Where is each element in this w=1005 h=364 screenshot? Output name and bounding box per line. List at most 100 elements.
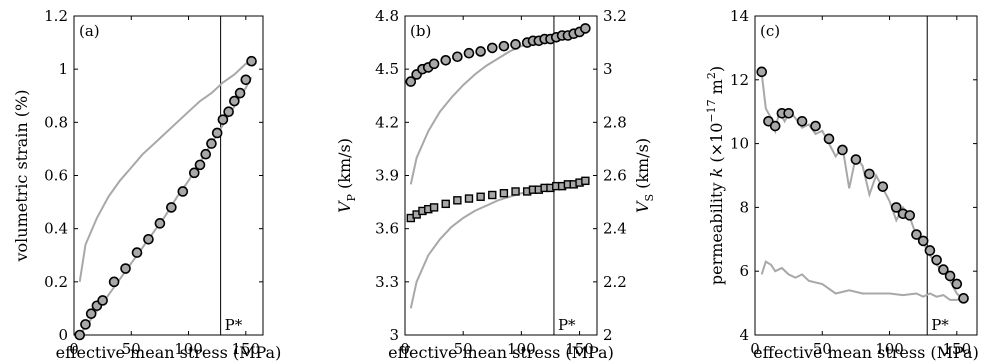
data-point-circle — [850, 154, 862, 165]
p-star-label: P* — [931, 316, 949, 334]
data-point-circle — [131, 247, 143, 258]
data-point-circle — [234, 87, 246, 99]
series-line — [760, 260, 964, 301]
data-point-circle — [120, 263, 131, 274]
panel-a: 0 50 100 150 0 0.2 0.4 0.6 0.8 1 1.2 P* (a) effective… — [12, 7, 281, 362]
y-axis-label: permeability k (×10−17 m2) — [705, 66, 726, 285]
data-point-circle — [211, 127, 223, 139]
data-point-circle — [246, 55, 257, 67]
axes-frame — [754, 15, 978, 336]
data-point-circle — [951, 278, 963, 290]
data-point-square — [499, 189, 509, 198]
y-tick-label: 3.3 — [375, 273, 399, 291]
series-line — [409, 183, 586, 309]
data-point-circle — [452, 51, 463, 63]
x-tick-label: 0 — [400, 340, 410, 358]
x-tick-label: 0 — [69, 340, 79, 358]
series-line — [409, 30, 586, 185]
panel-label: (a) — [79, 22, 100, 40]
data-point-circle — [74, 329, 86, 341]
data-point-circle — [890, 202, 902, 213]
data-point-circle — [924, 245, 936, 256]
data-point-circle — [143, 234, 154, 245]
data-point-circle — [206, 138, 217, 149]
y-right-tick-label: 3 — [603, 60, 613, 78]
data-point-square — [581, 176, 590, 186]
y-tick-label: 4.8 — [375, 7, 399, 25]
data-point-circle — [177, 186, 189, 197]
y-right-tick-label: 3.2 — [603, 7, 627, 25]
data-point-circle — [783, 107, 794, 119]
data-point-circle — [769, 120, 781, 132]
x-tick-label: 50 — [454, 340, 473, 358]
y-tick-label: 1.2 — [44, 7, 68, 25]
panel-b: 0 50 100 150 3 3.3 3.6 3.9 4.2 4.5 4.8 2 2.2 2.4 2.6 2.… — [335, 7, 656, 362]
y-tick-label: 4 — [739, 326, 749, 344]
data-point-circle — [756, 66, 768, 78]
y-tick-label: 3.6 — [375, 220, 399, 238]
data-point-circle — [823, 133, 835, 145]
data-point-circle — [405, 76, 417, 87]
x-tick-label: 100 — [507, 340, 536, 358]
data-point-circle — [944, 270, 956, 282]
data-point-circle — [911, 229, 922, 240]
data-point-square — [476, 192, 485, 201]
data-point-square — [441, 199, 450, 209]
panel-c: 0 50 100 150 4 6 8 10 12 14 P* (c) effective mean st… — [705, 7, 979, 362]
data-point-circle — [864, 168, 875, 180]
series-line — [78, 62, 252, 282]
data-point-circle — [166, 202, 177, 213]
y-tick-label: 3 — [389, 326, 399, 344]
y-right-tick-label: 2.4 — [603, 220, 627, 238]
data-point-circle — [498, 40, 510, 52]
y-tick-label: 10 — [730, 135, 749, 153]
data-point-square — [453, 196, 462, 205]
y-tick-label: 0 — [58, 326, 68, 344]
data-point-circle — [580, 23, 591, 34]
data-point-square — [488, 190, 497, 200]
data-point-circle — [240, 74, 252, 86]
y-axis-label: VP (km/s) — [335, 138, 358, 213]
data-point-circle — [154, 218, 166, 229]
panel-label: (c) — [760, 22, 780, 40]
data-point-circle — [440, 55, 452, 66]
x-tick-label: 100 — [174, 340, 203, 358]
x-axis-label: effective mean stress (MPa) — [56, 343, 282, 362]
x-tick-label: 50 — [122, 340, 141, 358]
y-tick-label: 0.4 — [44, 220, 68, 238]
data-point-circle — [229, 95, 240, 107]
data-point-circle — [108, 276, 120, 288]
y-tick-label: 3.9 — [375, 167, 399, 185]
data-point-circle — [97, 295, 108, 306]
data-point-circle — [463, 47, 475, 59]
x-tick-label: 150 — [942, 340, 971, 358]
y-right-tick-label: 2.2 — [603, 273, 627, 291]
y-tick-label: 14 — [730, 7, 749, 25]
data-point-circle — [428, 58, 440, 70]
data-point-square — [429, 203, 439, 212]
data-point-circle — [85, 308, 97, 320]
data-point-circle — [194, 159, 206, 171]
data-point-circle — [80, 319, 91, 330]
x-tick-label: 0 — [750, 340, 760, 358]
y-right-axis-label: VS (km/s) — [633, 138, 656, 213]
data-point-circle — [200, 148, 212, 160]
data-point-circle — [486, 42, 498, 54]
data-point-circle — [837, 144, 848, 156]
y-right-tick-label: 2.6 — [603, 167, 627, 185]
y-tick-label: 0.2 — [44, 273, 68, 291]
data-point-circle — [931, 254, 942, 266]
data-point-circle — [796, 115, 808, 127]
data-point-circle — [938, 264, 949, 275]
data-point-circle — [877, 181, 889, 192]
x-tick-label: 150 — [565, 340, 594, 358]
data-point-circle — [810, 120, 821, 132]
data-point-circle — [510, 39, 521, 50]
y-tick-label: 4.2 — [375, 113, 399, 131]
x-tick-label: 50 — [813, 340, 832, 358]
series-line — [760, 73, 965, 301]
y-tick-label: 0.6 — [44, 167, 68, 185]
p-star-label: P* — [558, 316, 576, 334]
panel-label: (b) — [410, 22, 431, 40]
